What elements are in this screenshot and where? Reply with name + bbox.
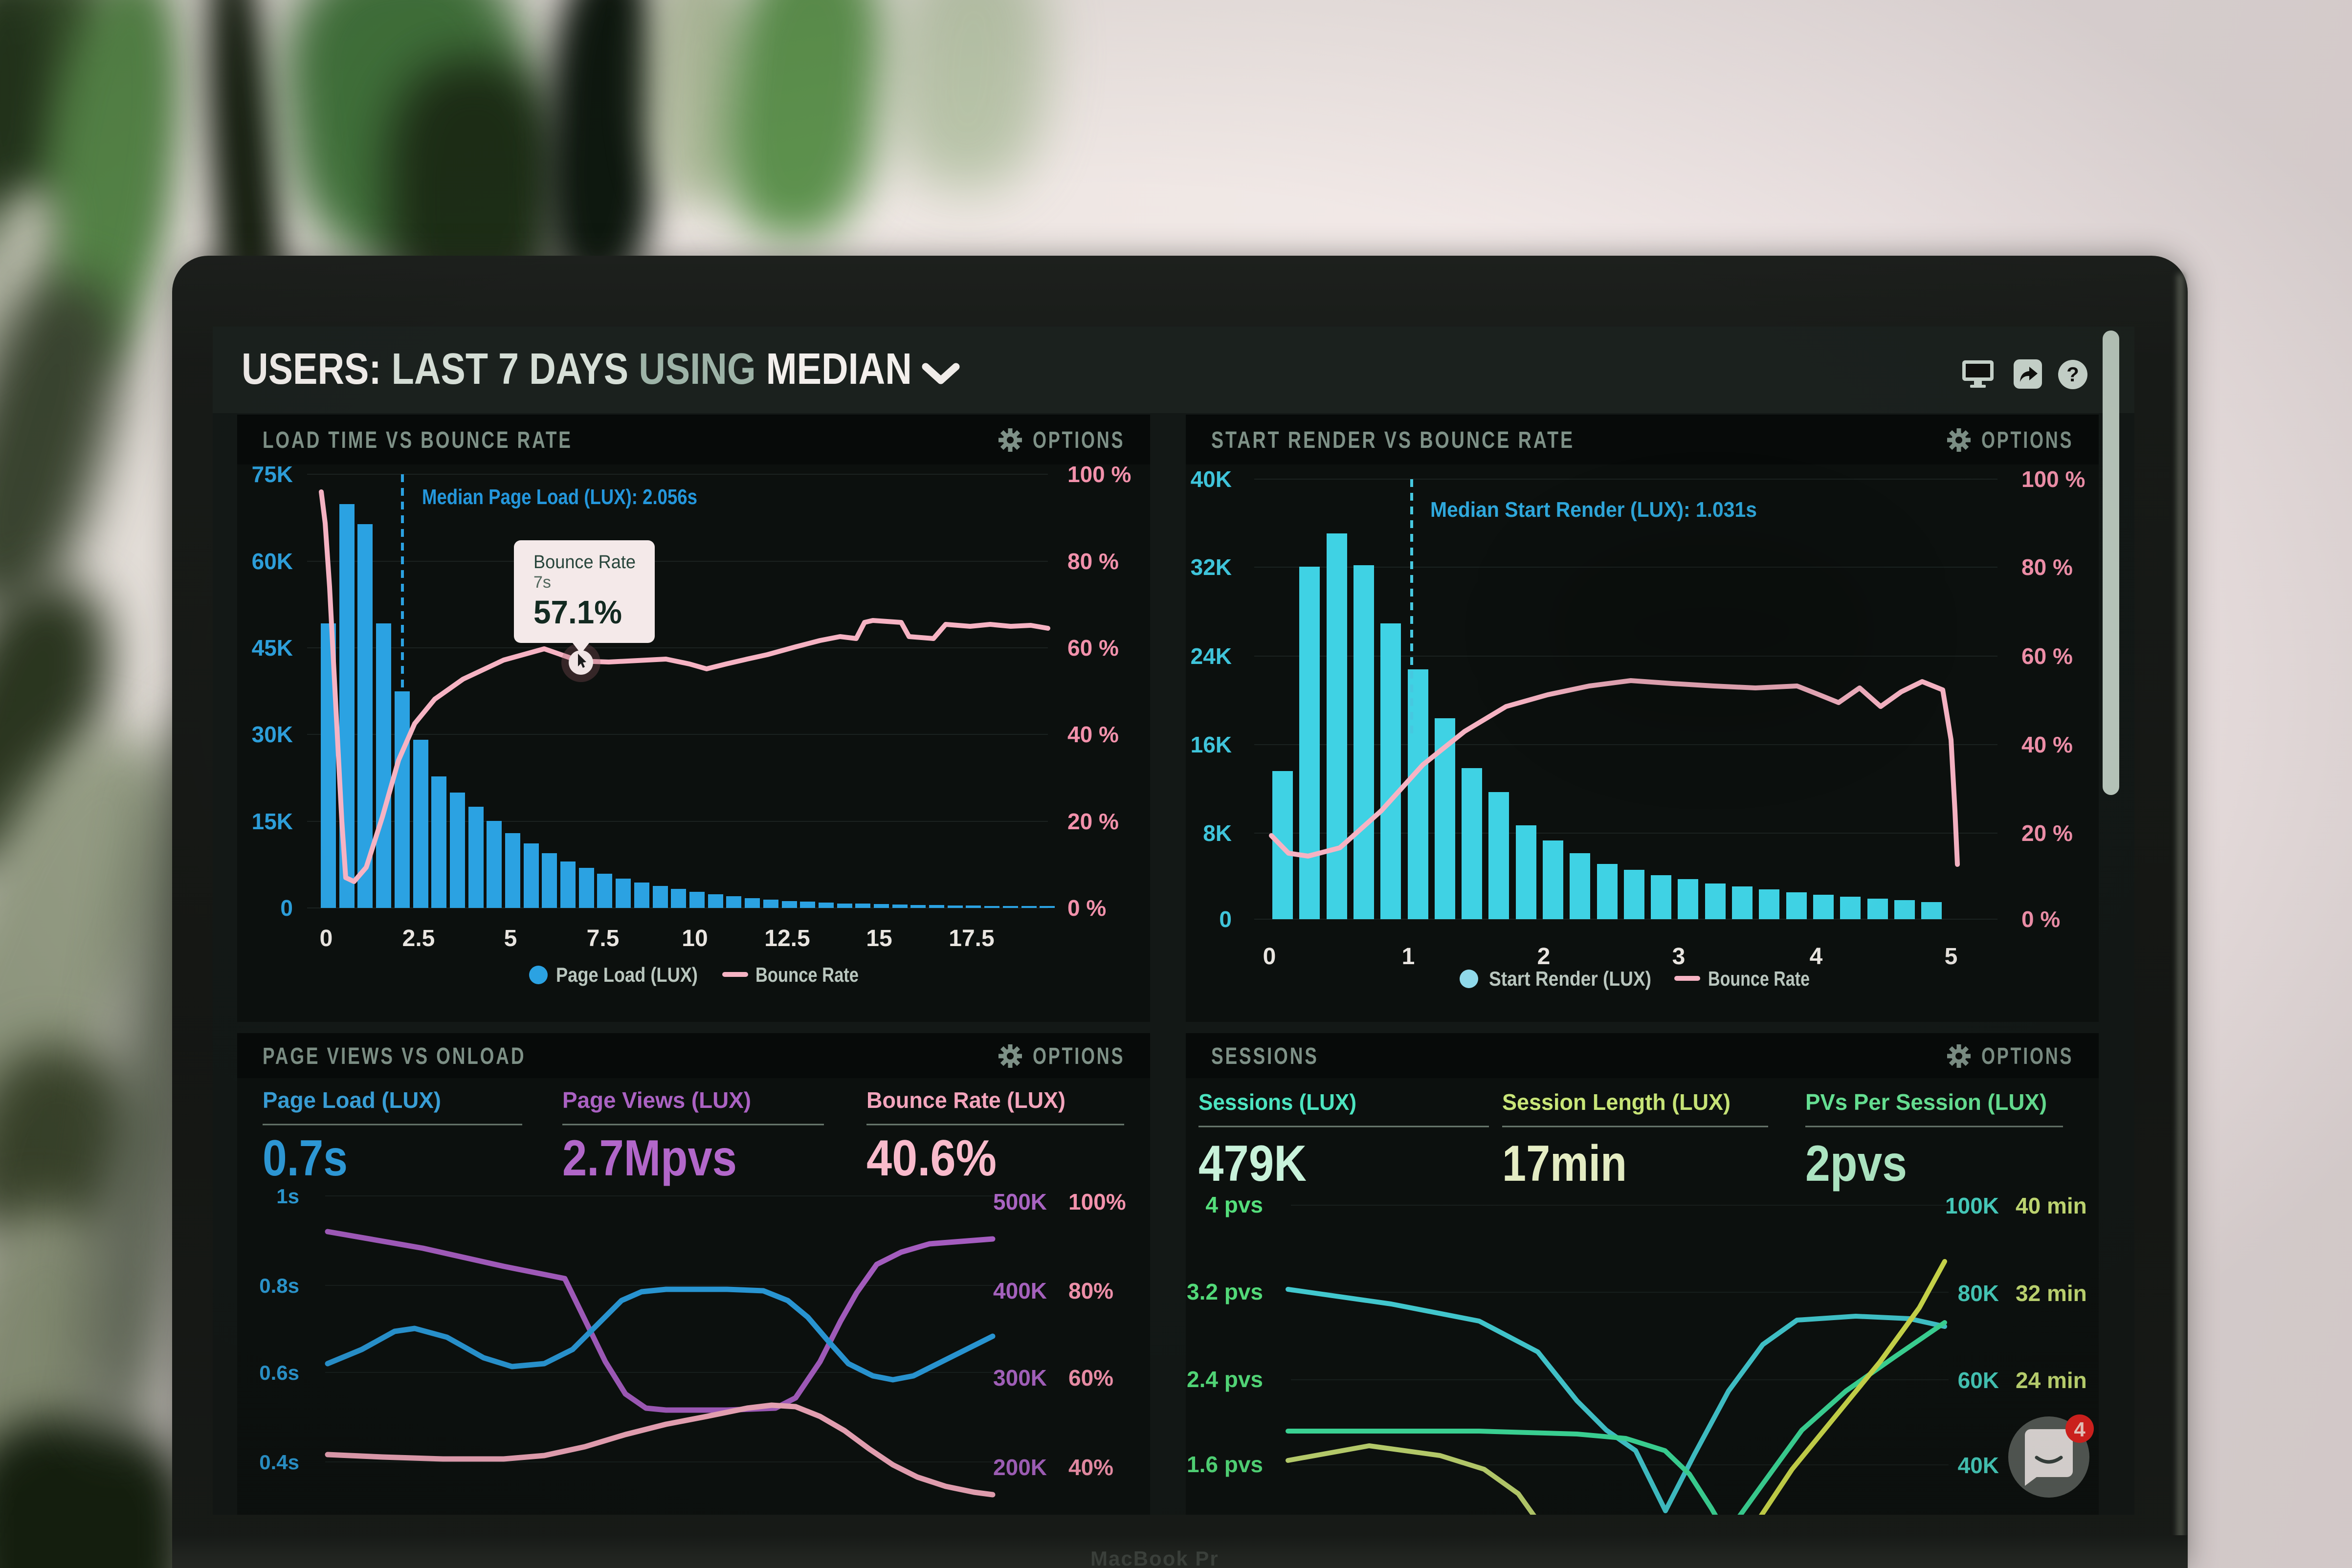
svg-text:300K: 300K: [993, 1365, 1047, 1391]
svg-text:24K: 24K: [1191, 643, 1232, 669]
svg-text:45K: 45K: [252, 635, 293, 661]
svg-text:60K: 60K: [252, 549, 293, 574]
svg-text:0.6s: 0.6s: [259, 1361, 299, 1384]
svg-text:80 %: 80 %: [1067, 549, 1119, 574]
svg-text:60 %: 60 %: [1067, 635, 1119, 661]
svg-text:24 min: 24 min: [2016, 1368, 2087, 1393]
svg-text:Start Render (LUX): Start Render (LUX): [1489, 967, 1651, 990]
svg-text:100 %: 100 %: [2021, 466, 2085, 492]
svg-text:40K: 40K: [1958, 1453, 1999, 1478]
svg-text:17min: 17min: [1502, 1135, 1627, 1192]
svg-text:40 min: 40 min: [2016, 1193, 2087, 1218]
svg-text:400K: 400K: [993, 1278, 1047, 1303]
svg-text:4: 4: [1810, 944, 1823, 970]
svg-text:7.5: 7.5: [587, 926, 620, 951]
svg-text:3.2 pvs: 3.2 pvs: [1187, 1279, 1263, 1304]
svg-text:8K: 8K: [1203, 820, 1232, 846]
svg-text:Bounce Rate (LUX): Bounce Rate (LUX): [866, 1087, 1065, 1113]
svg-text:Median Start Render (LUX): 1.0: Median Start Render (LUX): 1.031s: [1430, 498, 1757, 522]
svg-text:100%: 100%: [1068, 1189, 1126, 1215]
svg-text:40 %: 40 %: [2021, 732, 2073, 757]
svg-text:20 %: 20 %: [1067, 809, 1119, 834]
svg-text:Median Page Load (LUX): 2.056s: Median Page Load (LUX): 2.056s: [422, 485, 697, 509]
svg-text:2.5: 2.5: [402, 926, 435, 951]
svg-text:100 %: 100 %: [1067, 464, 1131, 487]
svg-text:15: 15: [866, 926, 892, 951]
svg-text:40.6%: 40.6%: [866, 1130, 997, 1187]
svg-text:Bounce Rate: Bounce Rate: [755, 963, 859, 986]
svg-text:0.7s: 0.7s: [263, 1130, 348, 1187]
svg-text:0.8s: 0.8s: [259, 1274, 299, 1297]
svg-text:12.5: 12.5: [764, 926, 810, 951]
svg-text:5: 5: [1945, 944, 1958, 970]
svg-text:30K: 30K: [252, 722, 293, 747]
svg-text:2.4 pvs: 2.4 pvs: [1187, 1367, 1263, 1392]
svg-text:4: 4: [2074, 1418, 2086, 1441]
svg-text:500K: 500K: [993, 1189, 1047, 1215]
svg-text:60K: 60K: [1958, 1368, 1999, 1393]
svg-text:1s: 1s: [276, 1185, 299, 1208]
svg-text:Session Length (LUX): Session Length (LUX): [1502, 1089, 1731, 1115]
svg-text:?: ?: [2066, 363, 2079, 386]
svg-text:80K: 80K: [1958, 1281, 1999, 1306]
svg-text:0 %: 0 %: [2021, 906, 2060, 932]
svg-text:57.1%: 57.1%: [533, 594, 622, 631]
svg-text:200K: 200K: [993, 1455, 1047, 1480]
svg-text:Page Views (LUX): Page Views (LUX): [562, 1087, 751, 1113]
svg-text:5: 5: [504, 926, 517, 951]
svg-text:0: 0: [320, 926, 333, 951]
svg-text:32 min: 32 min: [2016, 1281, 2087, 1306]
svg-text:0: 0: [1263, 944, 1276, 970]
svg-text:479K: 479K: [1198, 1135, 1307, 1192]
svg-text:2pvs: 2pvs: [1805, 1135, 1907, 1192]
svg-text:2: 2: [1537, 944, 1551, 970]
svg-text:10: 10: [682, 926, 708, 951]
svg-text:60 %: 60 %: [2021, 643, 2073, 669]
svg-text:4 pvs: 4 pvs: [1205, 1192, 1263, 1217]
svg-text:0: 0: [280, 895, 293, 921]
svg-text:Page Load (LUX): Page Load (LUX): [263, 1087, 441, 1113]
svg-text:60%: 60%: [1068, 1365, 1113, 1391]
svg-text:0 %: 0 %: [1067, 895, 1106, 921]
svg-text:20 %: 20 %: [2021, 820, 2073, 846]
svg-text:40K: 40K: [1191, 466, 1232, 492]
svg-text:2.7Mpvs: 2.7Mpvs: [562, 1130, 737, 1187]
svg-text:7s: 7s: [533, 573, 551, 592]
svg-text:75K: 75K: [252, 464, 293, 487]
svg-text:17.5: 17.5: [949, 926, 994, 951]
svg-text:Sessions (LUX): Sessions (LUX): [1198, 1089, 1356, 1115]
svg-text:3: 3: [1672, 944, 1686, 970]
svg-text:40%: 40%: [1068, 1455, 1113, 1480]
svg-text:80%: 80%: [1068, 1278, 1113, 1303]
svg-text:80 %: 80 %: [2021, 554, 2073, 580]
svg-text:PVs Per Session (LUX): PVs Per Session (LUX): [1805, 1089, 2047, 1115]
svg-text:Bounce Rate: Bounce Rate: [1708, 967, 1810, 990]
svg-text:15K: 15K: [252, 809, 293, 834]
svg-text:1.6 pvs: 1.6 pvs: [1187, 1452, 1263, 1477]
svg-text:100K: 100K: [1945, 1193, 1999, 1218]
svg-text:Page Load (LUX): Page Load (LUX): [556, 963, 698, 986]
svg-text:0.4s: 0.4s: [259, 1451, 299, 1474]
svg-text:0: 0: [1219, 906, 1232, 932]
svg-text:1: 1: [1402, 944, 1415, 970]
svg-text:Bounce Rate: Bounce Rate: [533, 552, 636, 573]
svg-text:32K: 32K: [1191, 554, 1232, 580]
svg-text:16K: 16K: [1191, 732, 1232, 757]
svg-text:40 %: 40 %: [1067, 722, 1119, 747]
